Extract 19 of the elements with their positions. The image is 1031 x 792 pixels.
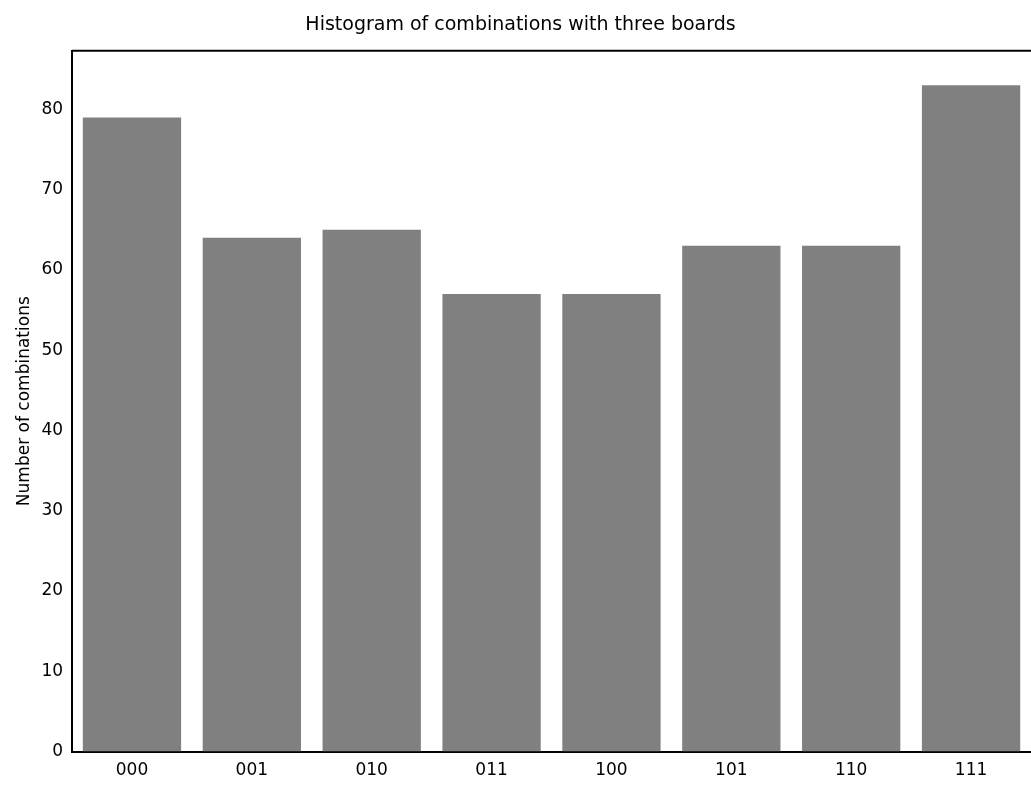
y-tick-label: 20 <box>41 579 64 600</box>
x-tick-label: 101 <box>715 759 748 780</box>
y-axis-title: Number of combinations <box>12 296 33 507</box>
x-tick-label: 010 <box>355 759 388 780</box>
y-tick-label: 80 <box>41 97 64 118</box>
x-tick-label: 100 <box>595 759 628 780</box>
y-tick-label: 0 <box>52 740 64 761</box>
y-tick-label: 60 <box>41 258 64 279</box>
x-tick-label: 001 <box>235 759 269 780</box>
x-tick-label: 011 <box>475 759 508 780</box>
y-tick-label: 50 <box>41 338 64 359</box>
y-tick-label: 10 <box>41 659 64 680</box>
x-tick-label: 110 <box>834 759 868 780</box>
y-tick-label: 40 <box>41 418 64 439</box>
y-tick-label: 30 <box>41 499 64 520</box>
x-tick-label: 000 <box>115 759 149 780</box>
y-tick-label: 70 <box>41 178 64 199</box>
x-tick-label: 111 <box>954 759 988 780</box>
chart-title: Histogram of combinations with three boards <box>305 12 736 35</box>
